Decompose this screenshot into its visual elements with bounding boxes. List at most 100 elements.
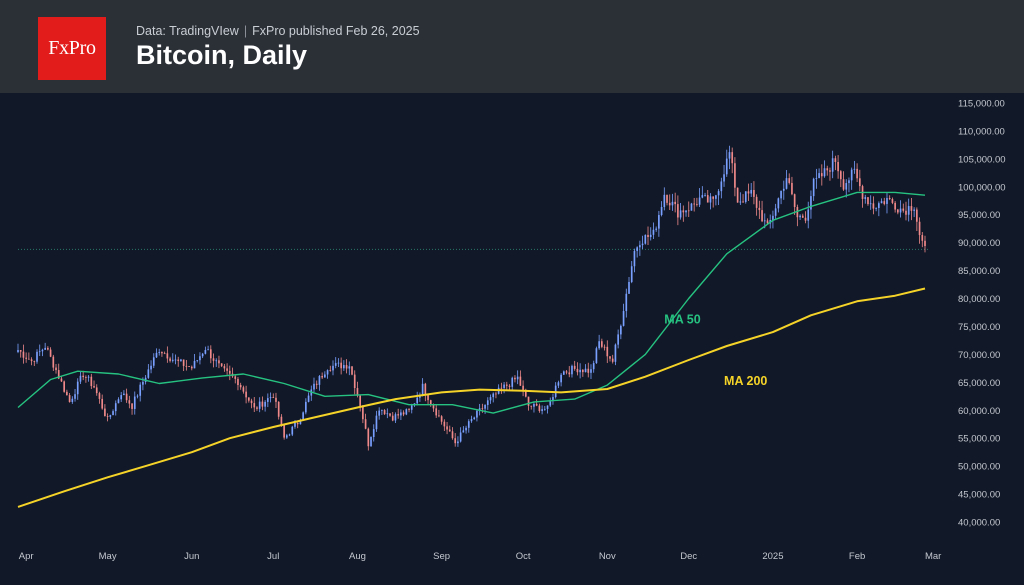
candle-body [49,349,52,357]
candle-body [630,266,633,282]
candle-body [617,334,619,345]
candle-body [76,381,79,395]
candle-body [147,369,150,378]
candle-body [128,400,131,404]
candle-body [133,396,136,409]
candle-body [557,382,560,386]
candle-body [742,201,744,203]
candle-body [658,215,660,229]
candle-body [486,400,489,405]
candle-body [652,229,655,235]
candle-body [36,351,38,362]
candle-body [508,385,511,387]
candle-body [644,234,647,244]
candle-body [894,202,896,210]
candle-body [810,196,812,210]
candle-body [620,325,622,335]
candle-body [527,396,530,406]
y-tick-label: 75,000.00 [958,322,1000,333]
candle-body [739,201,742,203]
candle-body [622,311,625,326]
candle-body [897,209,899,213]
candle-body [899,208,902,213]
candle-body [489,397,492,401]
data-source-line: Data: TradingVIew | FxPro published Feb 26… [136,24,420,38]
candle-body [592,363,595,370]
candle-body [57,370,60,379]
candle-body [891,199,894,203]
candle-body [560,374,562,383]
candle-body [541,409,543,412]
candle-body [747,191,750,194]
candle-body [25,357,27,359]
candle-body [831,158,834,172]
candle-body [215,360,218,362]
candle-body [44,347,46,350]
candle-body [465,427,467,431]
candle-body [234,376,237,379]
y-tick-label: 40,000.00 [958,518,1000,529]
candle-body [725,158,728,175]
candle-body [568,372,571,375]
logo-text: FxPro [48,37,96,59]
candle-body [576,368,579,373]
candle-body [386,413,389,415]
candle-body [356,388,359,396]
candle-body [864,197,867,199]
candle-body [470,419,473,422]
candle-body [114,403,117,412]
candle-body [682,210,685,213]
candle-body [204,350,207,354]
source-separator: | [243,24,248,38]
candle-body [505,384,508,386]
candle-body [394,414,397,421]
candle-body [397,414,400,416]
candle-body [275,397,277,402]
candle-body [451,431,454,439]
candle-body [209,349,212,359]
candle-body [381,410,383,411]
candle-body [82,375,85,378]
candle-body [438,415,440,417]
candle-body [188,366,190,367]
candle-body [614,344,617,362]
candle-body [345,365,348,369]
candle-body [552,397,554,401]
candle-body [910,206,913,211]
candle-body [723,174,725,182]
candle-body [93,386,95,388]
candle-body [286,435,288,438]
candle-body [845,183,848,190]
candle-body [237,378,239,386]
candle-body [492,393,495,398]
candle-body [435,408,438,416]
candle-body [804,217,807,221]
x-tick-label: Nov [599,551,616,562]
candle-body [207,349,209,351]
publisher-label: FxPro published Feb 26, 2025 [252,24,420,38]
candle-body [869,203,872,205]
candle-body [223,366,226,369]
candle-body [253,403,256,408]
candle-body [163,353,166,355]
candle-body [125,393,128,401]
y-tick-label: 80,000.00 [958,294,1000,305]
candle-body [228,370,231,374]
x-tick-label: Aug [349,551,366,562]
candle-body [823,168,826,177]
candle-body [734,163,736,188]
candle-body [196,360,199,361]
candle-body [171,359,174,361]
candle-body [123,393,125,396]
candle-body [269,397,272,399]
candle-body [247,397,250,401]
candle-body [261,401,264,407]
candle-body [193,360,196,369]
candle-body [85,377,87,378]
candle-body [408,409,410,410]
candle-body [603,346,606,348]
candle-body [867,197,869,205]
price-chart[interactable]: 40,000.00 45,000.00 50,000.00 55,000.00 60,0… [0,93,1024,585]
candle-body [628,281,630,294]
candle-body [139,384,142,396]
